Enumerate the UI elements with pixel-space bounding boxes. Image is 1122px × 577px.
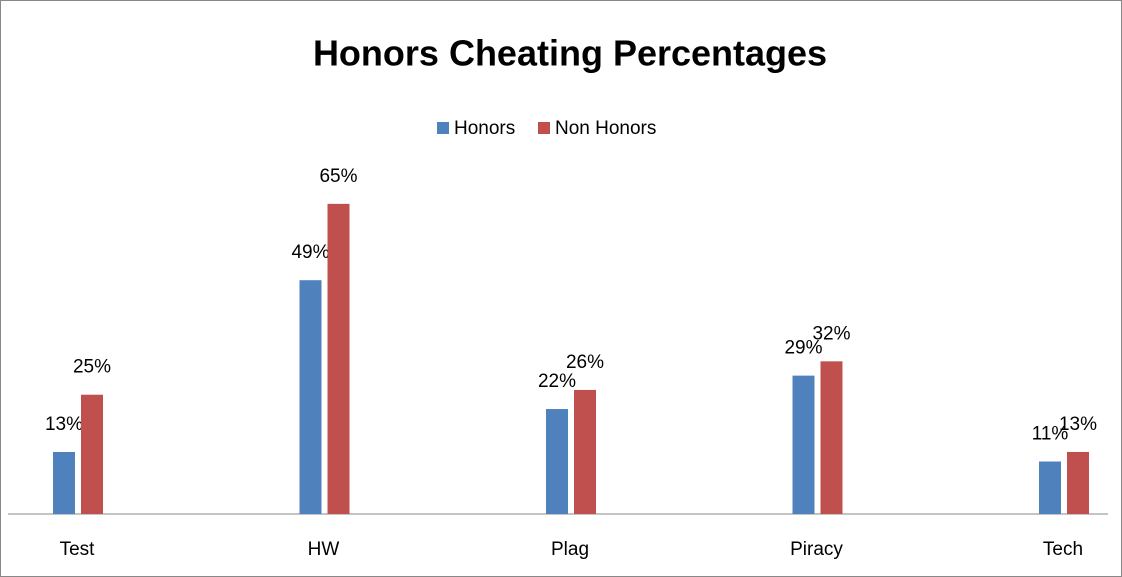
data-label: 49% <box>291 242 329 263</box>
x-tick-label: Test <box>60 539 96 560</box>
legend-swatch <box>437 122 449 134</box>
bar <box>574 389 596 514</box>
bar <box>299 280 322 514</box>
bar <box>792 375 815 514</box>
data-label: 11% <box>1032 424 1069 445</box>
x-tick-label: Plag <box>551 539 589 560</box>
bar <box>546 409 568 514</box>
chart-title: Honors Cheating Percentages <box>313 33 827 74</box>
legend-label: Non Honors <box>555 118 656 139</box>
legend-label: Honors <box>454 118 515 139</box>
x-tick-label: Piracy <box>790 539 843 560</box>
data-label: 32% <box>812 323 850 344</box>
bar <box>53 451 75 514</box>
data-label: 25% <box>73 357 111 378</box>
bar <box>820 361 843 514</box>
data-label: 29% <box>784 338 822 359</box>
x-tick-label: Tech <box>1043 539 1083 560</box>
data-label: 13% <box>1059 414 1097 435</box>
data-label: 13% <box>45 414 83 435</box>
bar <box>327 203 350 514</box>
data-label: 22% <box>538 371 576 392</box>
data-label: 65% <box>319 166 357 187</box>
legend-swatch <box>538 122 550 134</box>
bar <box>1067 451 1089 514</box>
bar <box>1039 461 1061 514</box>
x-tick-label: HW <box>308 539 340 560</box>
bar <box>81 394 103 514</box>
data-label: 26% <box>566 352 604 373</box>
